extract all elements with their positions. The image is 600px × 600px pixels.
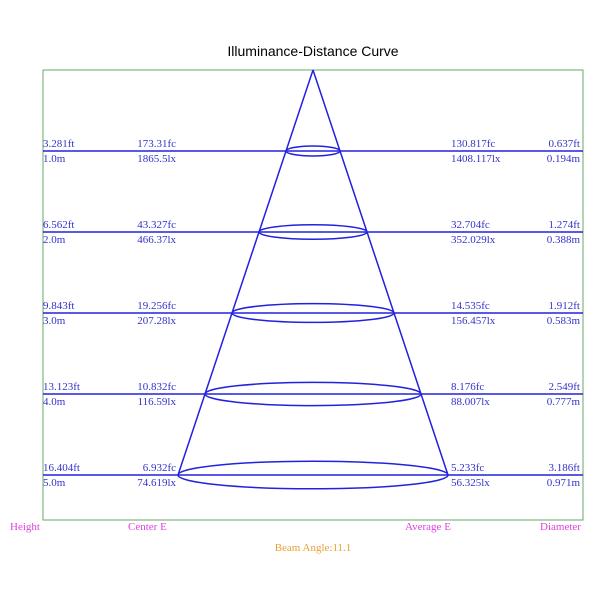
beam-ellipse [177, 460, 449, 490]
row-label: 173.31fc [137, 138, 176, 150]
row-label: 6.932fc [143, 462, 176, 474]
cone-edge [312, 69, 449, 476]
row-label: 0.777m [547, 396, 581, 408]
row-label: 1865.5lx [137, 153, 176, 165]
row-label: 3.186ft [549, 462, 580, 474]
row-label: 2.0m [43, 234, 66, 246]
row-label: 2.549ft [549, 381, 580, 393]
row-label: 43.327fc [137, 219, 176, 231]
row-label: 9.843ft [43, 300, 74, 312]
footer-label: Height [10, 521, 40, 533]
row-label: 5.0m [43, 477, 66, 489]
row-label: 0.971m [547, 477, 581, 489]
row-label: 88.007lx [451, 396, 490, 408]
title: Illuminance-Distance Curve [227, 43, 398, 59]
row-label: 156.457lx [451, 315, 496, 327]
row-label: 4.0m [43, 396, 66, 408]
row-label: 352.029lx [451, 234, 496, 246]
row-label: 207.28lx [137, 315, 176, 327]
row-label: 1.0m [43, 153, 66, 165]
footer-label: Center E [128, 521, 167, 533]
row-label: 0.388m [547, 234, 581, 246]
row-label: 0.194m [547, 153, 581, 165]
row-label: 0.583m [547, 315, 581, 327]
row-label: 6.562ft [43, 219, 74, 231]
row-label: 13.123ft [43, 381, 80, 393]
row-label: 16.404ft [43, 462, 80, 474]
beam-ellipse [285, 145, 341, 157]
row-label: 1.274ft [549, 219, 580, 231]
row-label: 32.704fc [451, 219, 490, 231]
cone-edge [177, 69, 314, 476]
row-label: 0.637ft [549, 138, 580, 150]
row-label: 19.256fc [137, 300, 176, 312]
row-label: 14.535fc [451, 300, 490, 312]
footer-label: Diameter [540, 521, 581, 533]
row-label: 5.233fc [451, 462, 484, 474]
beam-ellipse [258, 224, 368, 240]
footer-label: Average E [405, 521, 451, 533]
row-label: 8.176fc [451, 381, 484, 393]
row-label: 130.817fc [451, 138, 495, 150]
beam-angle: Beam Angle:11.1 [275, 542, 352, 554]
row-label: 116.59lx [138, 396, 177, 408]
row-label: 10.832fc [137, 381, 176, 393]
beam-ellipse [204, 381, 422, 407]
beam-ellipse [231, 302, 395, 324]
row-label: 3.281ft [43, 138, 74, 150]
frame [42, 69, 584, 521]
row-label: 466.37lx [137, 234, 176, 246]
row-label: 1408.117lx [451, 153, 501, 165]
row-label: 74.619lx [137, 477, 176, 489]
row-label: 1.912ft [549, 300, 580, 312]
row-label: 3.0m [43, 315, 66, 327]
row-label: 56.325lx [451, 477, 490, 489]
